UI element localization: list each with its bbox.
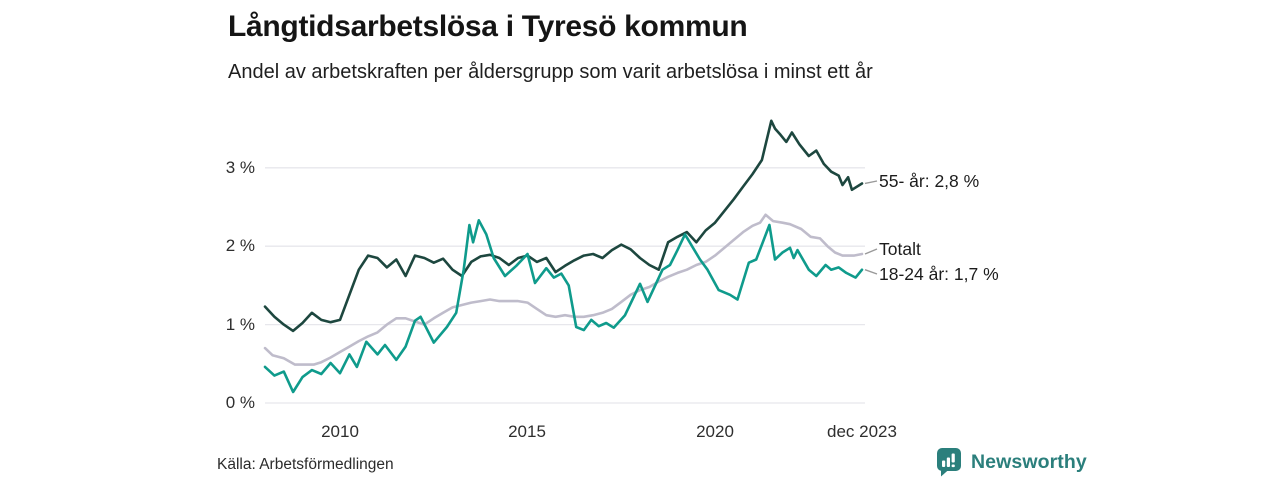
series-label-totalt: Totalt	[879, 239, 921, 259]
y-tick-0: 0 %	[225, 393, 255, 412]
series-label-55: 55- år: 2,8 %	[879, 171, 980, 191]
series-label-18-24: 18-24 år: 1,7 %	[879, 264, 999, 284]
y-tick-2: 2 %	[225, 236, 255, 255]
newsworthy-wordmark: Newsworthy	[971, 450, 1087, 473]
x-tick-dec-2023: dec 2023	[827, 422, 897, 441]
newsworthy-logo[interactable]: Newsworthy	[936, 447, 1087, 477]
page-subtitle: Andel av arbetskraften per åldersgrupp s…	[228, 61, 873, 83]
page-title: Långtidsarbetslösa i Tyresö kommun	[228, 10, 748, 43]
y-tick-3: 3 %	[225, 158, 255, 177]
x-tick-2010: 2010	[321, 422, 359, 441]
y-tick-1: 1 %	[225, 315, 255, 334]
x-tick-2020: 2020	[696, 422, 734, 441]
x-tick-2015: 2015	[508, 422, 546, 441]
newsworthy-icon	[936, 447, 962, 477]
source-note: Källa: Arbetsförmedlingen	[217, 456, 394, 473]
